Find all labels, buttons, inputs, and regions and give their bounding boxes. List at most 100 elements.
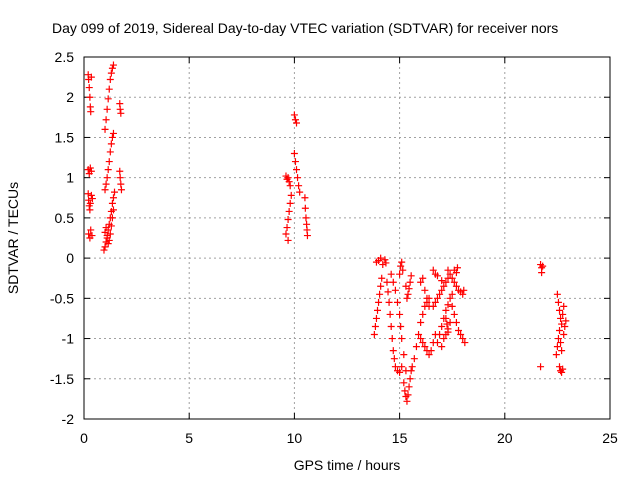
data-point	[415, 331, 423, 339]
data-point	[374, 306, 382, 314]
data-point	[101, 243, 109, 251]
data-point	[452, 282, 460, 290]
data-point	[85, 84, 93, 92]
data-point	[406, 278, 414, 286]
data-point	[377, 254, 385, 262]
data-point	[87, 73, 95, 81]
data-point	[103, 105, 111, 113]
data-point	[557, 314, 565, 322]
data-point	[391, 363, 399, 371]
data-point	[386, 310, 394, 318]
data-point	[561, 322, 569, 330]
data-point	[401, 387, 409, 395]
data-point	[436, 290, 444, 298]
data-point	[108, 64, 116, 72]
data-point	[407, 367, 415, 375]
data-point	[446, 318, 454, 326]
data-point	[102, 224, 110, 232]
data-point	[109, 194, 117, 202]
data-point	[87, 167, 95, 175]
y-tick-label: -0.5	[50, 290, 74, 306]
data-point	[397, 262, 405, 270]
plot-frame	[83, 56, 611, 420]
x-tick-label: 5	[185, 430, 193, 446]
data-point	[108, 199, 116, 207]
data-point	[450, 310, 458, 318]
data-point	[403, 294, 411, 302]
data-point	[283, 224, 291, 232]
y-tick-label: 1	[66, 170, 74, 186]
data-point	[105, 85, 113, 93]
data-point	[117, 109, 125, 117]
data-point	[398, 258, 406, 266]
data-point	[448, 290, 456, 298]
data-point	[389, 347, 397, 355]
data-point	[562, 317, 570, 325]
data-point	[387, 322, 395, 330]
data-point	[397, 322, 405, 330]
data-point	[84, 190, 92, 198]
data-point	[419, 310, 427, 318]
data-point	[389, 278, 397, 286]
data-point	[87, 226, 95, 234]
data-point	[87, 108, 95, 116]
data-point	[448, 302, 456, 310]
data-point	[370, 331, 378, 339]
x-tick-label: 20	[497, 430, 513, 446]
y-tick-label: 2.5	[55, 49, 75, 65]
data-point	[396, 310, 404, 318]
data-point	[457, 331, 465, 339]
data-point	[558, 368, 566, 376]
data-point	[442, 306, 450, 314]
data-point	[290, 150, 298, 158]
data-point	[286, 182, 294, 190]
data-point	[287, 191, 295, 199]
data-point	[88, 232, 96, 240]
y-tick-label: -1.5	[50, 371, 74, 387]
data-point	[104, 166, 112, 174]
data-point	[403, 397, 411, 405]
data-point	[295, 182, 303, 190]
data-point	[554, 298, 562, 306]
data-point	[421, 286, 429, 294]
data-point	[101, 228, 109, 236]
y-tick-label: -1	[62, 331, 75, 347]
data-point	[111, 188, 119, 196]
data-point	[453, 264, 461, 272]
data-point	[384, 288, 392, 296]
data-point	[556, 327, 564, 335]
data-point	[109, 61, 117, 69]
data-point	[116, 167, 124, 175]
data-point	[106, 148, 114, 156]
y-tick-label: 1.5	[55, 129, 75, 145]
data-point	[427, 347, 435, 355]
data-point	[105, 236, 113, 244]
x-tick-label: 0	[80, 430, 88, 446]
data-point	[302, 214, 310, 222]
data-point	[109, 129, 117, 137]
data-point	[452, 269, 460, 277]
data-point	[406, 375, 414, 383]
data-point	[553, 343, 561, 351]
data-point	[390, 355, 398, 363]
data-point	[293, 119, 301, 127]
data-point	[440, 335, 448, 343]
data-point	[399, 266, 407, 274]
data-point	[375, 298, 383, 306]
data-point	[371, 322, 379, 330]
data-point	[407, 272, 415, 280]
data-point	[87, 191, 95, 199]
data-point	[104, 240, 112, 248]
data-point	[461, 339, 469, 347]
data-point	[377, 282, 385, 290]
data-point	[107, 69, 115, 77]
data-point	[446, 270, 454, 278]
data-point	[296, 188, 304, 196]
data-point	[537, 363, 545, 371]
data-point	[107, 140, 115, 148]
data-point	[385, 298, 393, 306]
data-point	[433, 272, 441, 280]
data-point	[446, 294, 454, 302]
data-point	[560, 302, 568, 310]
